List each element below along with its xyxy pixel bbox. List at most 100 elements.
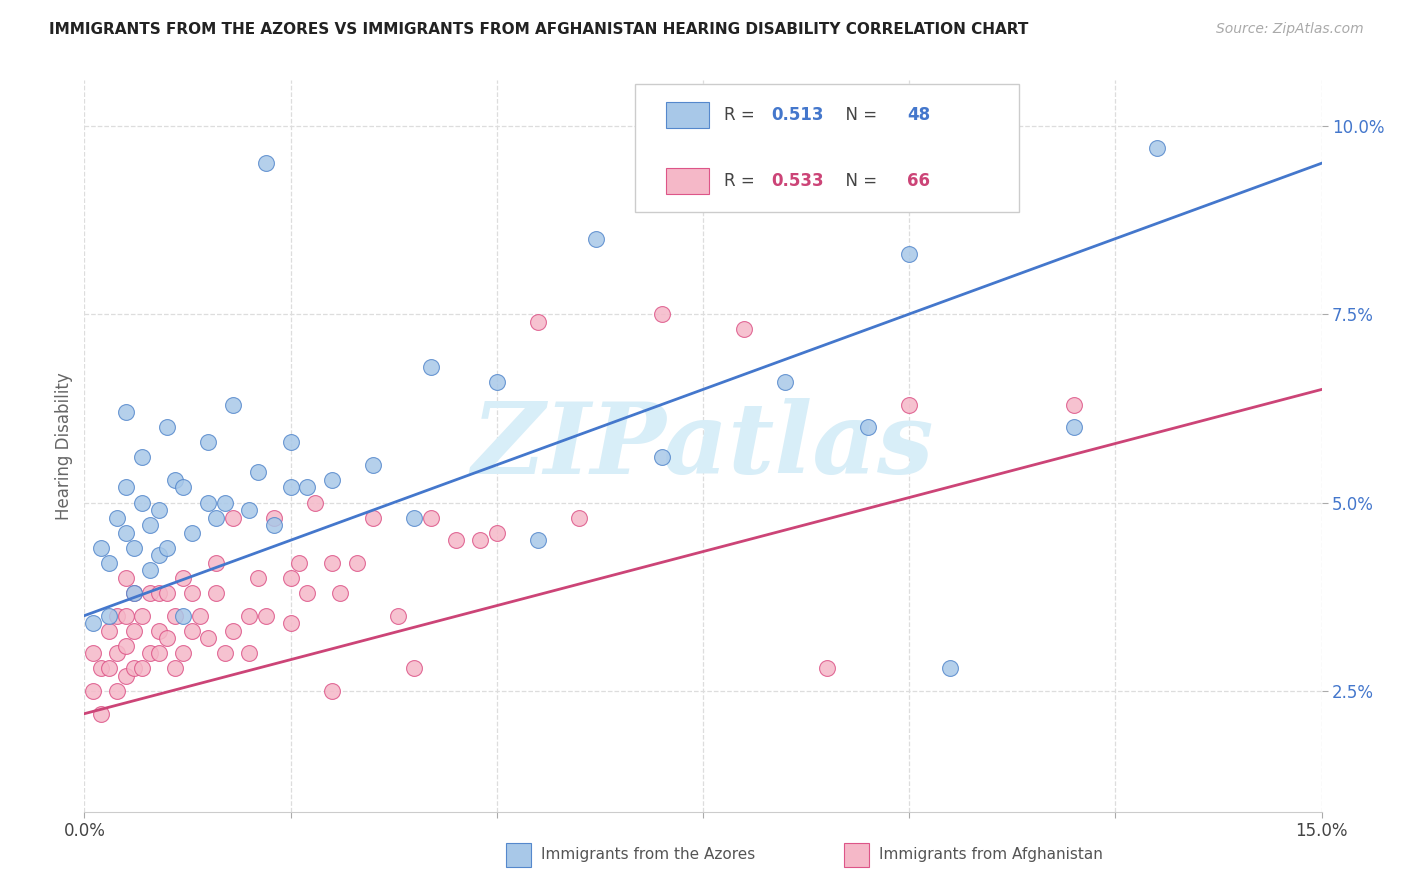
Text: R =: R = [724,172,761,190]
Point [180,624,202,638]
Point [105,684,128,698]
Point [254,608,277,623]
Point [156,541,179,555]
Point [172,608,194,623]
Point [222,398,245,412]
Point [148,646,170,660]
Point [246,466,269,480]
Point [90,706,112,721]
Point [114,571,136,585]
Point [98,556,121,570]
Point [444,533,467,548]
Point [172,646,194,660]
Point [1063,420,1085,434]
Point [775,375,797,389]
Point [82,616,104,631]
Text: ZIPatlas: ZIPatlas [472,398,934,494]
Point [131,608,153,623]
Point [280,616,302,631]
Point [280,435,302,450]
Text: N =: N = [835,106,883,124]
Point [122,661,145,675]
Point [148,586,170,600]
Point [585,232,607,246]
Text: Source: ZipAtlas.com: Source: ZipAtlas.com [1216,22,1364,37]
Point [148,549,170,563]
Point [180,586,202,600]
Point [197,632,219,646]
Point [197,435,219,450]
Point [898,246,921,260]
Point [148,503,170,517]
Point [485,525,508,540]
FancyBboxPatch shape [666,103,709,128]
Point [197,495,219,509]
Point [485,375,508,389]
Point [939,661,962,675]
Text: 0.533: 0.533 [770,172,824,190]
Point [82,646,104,660]
Point [122,541,145,555]
Point [898,398,921,412]
Point [295,586,318,600]
Point [321,473,343,487]
Point [205,586,228,600]
Point [156,632,179,646]
Point [280,571,302,585]
Point [321,684,343,698]
Text: Immigrants from the Azores: Immigrants from the Azores [541,847,755,863]
Text: Immigrants from Afghanistan: Immigrants from Afghanistan [879,847,1102,863]
Point [98,661,121,675]
Point [156,420,179,434]
Point [527,315,550,329]
Point [105,510,128,524]
Point [329,586,352,600]
Point [82,684,104,698]
Point [98,624,121,638]
Point [139,586,162,600]
Point [651,450,673,465]
Point [387,608,409,623]
Point [815,661,838,675]
Text: 66: 66 [907,172,931,190]
Point [321,556,343,570]
FancyBboxPatch shape [636,84,1018,212]
Point [263,518,285,533]
Point [139,518,162,533]
Point [280,480,302,494]
Point [131,661,153,675]
Point [156,586,179,600]
Point [90,661,112,675]
Point [188,608,211,623]
Point [180,525,202,540]
Point [361,510,384,524]
Point [122,624,145,638]
Text: R =: R = [724,106,761,124]
Point [404,510,426,524]
Point [263,510,285,524]
Point [114,480,136,494]
Point [419,510,441,524]
Point [172,571,194,585]
Point [114,608,136,623]
Point [1063,398,1085,412]
Point [114,525,136,540]
Point [361,458,384,472]
FancyBboxPatch shape [666,168,709,194]
Point [165,608,187,623]
Point [222,624,245,638]
Point [527,533,550,548]
Text: N =: N = [835,172,883,190]
Point [295,480,318,494]
Point [131,450,153,465]
Point [238,503,260,517]
Point [105,646,128,660]
Point [205,556,228,570]
Point [404,661,426,675]
Point [122,586,145,600]
Point [304,495,326,509]
Point [172,480,194,494]
Point [105,608,128,623]
Point [246,571,269,585]
Point [1146,141,1168,155]
